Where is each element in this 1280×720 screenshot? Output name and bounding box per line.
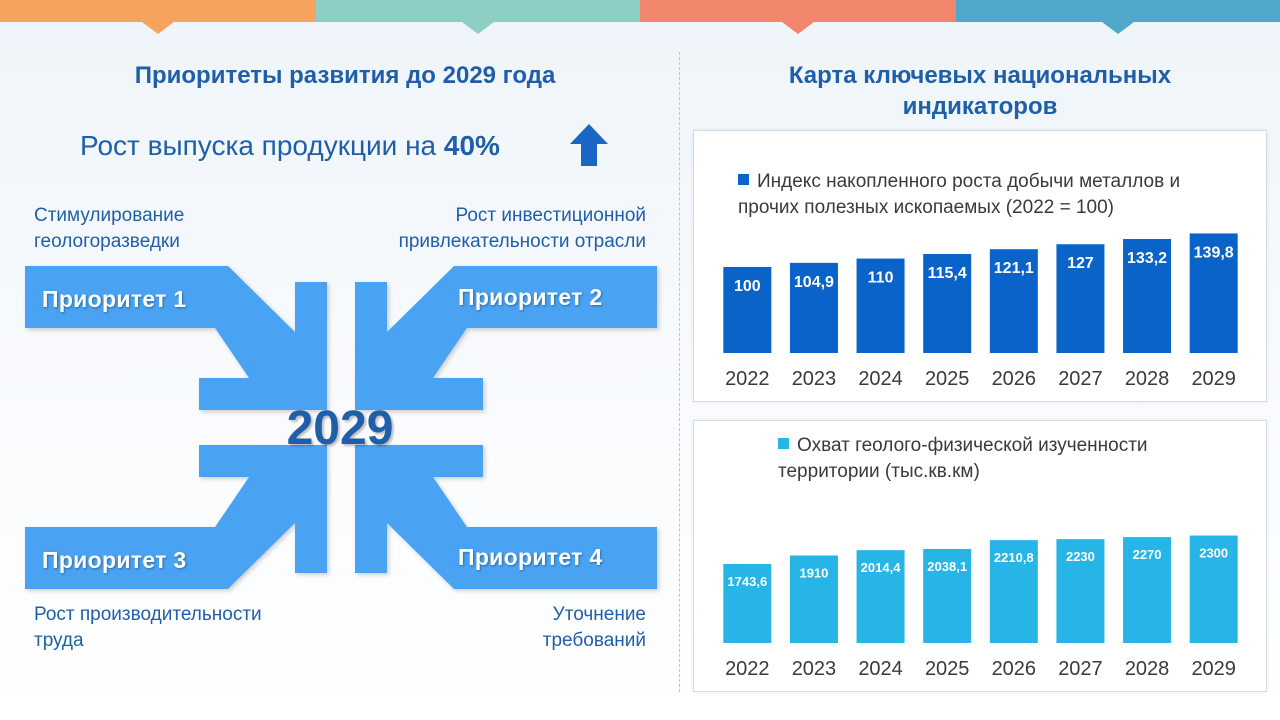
- chart-2-x-tick-2026: 2026: [992, 658, 1037, 680]
- chart-2-x-tick-2022: 2022: [725, 658, 770, 680]
- chart-2-value-label-2027: 2230: [1066, 549, 1095, 564]
- chart-2-plot: 1743,6 2022 1910 2023 2014,4 2024 2038,1 2025 22…: [723, 535, 1238, 680]
- chart-2-value-label-2026: 2210,8: [994, 550, 1034, 565]
- priority-1-arrow: [25, 266, 327, 410]
- chart-2-bar-2027: [1056, 539, 1105, 643]
- chart-1-value-label-2024: 110: [868, 270, 894, 287]
- growth-text: Рост выпуска продукции на: [80, 130, 444, 161]
- chart-1-x-tick-2022: 2022: [725, 368, 770, 390]
- growth-statement: Рост выпуска продукции на 40%: [80, 130, 500, 162]
- priority-4-note: Уточнение требований: [542, 604, 646, 651]
- chart-2-bar-2028: [1123, 537, 1172, 643]
- section-divider: [679, 52, 680, 692]
- chart-2-legend-swatch: [778, 438, 789, 449]
- chart-1-bar-2022: [723, 267, 772, 353]
- priority-3-arrow: [25, 445, 327, 589]
- priority-2-arrow: [355, 266, 657, 410]
- chart-1-value-label-2022: 100: [734, 278, 761, 295]
- chart-2-x-tick-2027: 2027: [1058, 658, 1103, 680]
- chart-2-legend-text: Охват геолого-физической изученности тер…: [778, 435, 1148, 482]
- chart-1-bar-2024: [856, 258, 905, 353]
- up-arrow-icon: [570, 124, 608, 166]
- priority-1-note: Стимулирование геологоразведки: [34, 205, 185, 252]
- chart-1-x-tick-2023: 2023: [792, 368, 837, 390]
- chart-2-value-label-2023: 1910: [799, 565, 828, 580]
- chart-1-bar-2025: [923, 254, 972, 353]
- chart-1-x-tick-2025: 2025: [925, 368, 970, 390]
- priority-arrows: [25, 266, 657, 589]
- priority-3-note: Рост производительности труда: [34, 604, 262, 651]
- chart-2-value-label-2022: 1743,6: [727, 574, 767, 589]
- growth-value: 40%: [443, 130, 500, 161]
- top-bar-salmon: [640, 0, 956, 34]
- chart-1-x-tick-2028: 2028: [1125, 368, 1170, 390]
- chart-2-x-tick-2025: 2025: [925, 658, 970, 680]
- priority-4-label: Приоритет 4: [458, 544, 603, 570]
- right-title: Карта ключевых национальных индикаторов: [788, 62, 1172, 120]
- top-bar-blue: [956, 0, 1280, 34]
- priority-2-note: Рост инвестиционной привлекательности от…: [398, 205, 646, 252]
- chart-1-value-label-2025: 115,4: [928, 265, 967, 282]
- chart-2-legend: Охват геолого-физической изученности тер…: [778, 433, 1218, 485]
- chart-2-value-label-2025: 2038,1: [927, 559, 967, 574]
- chart-1-value-label-2023: 104,9: [794, 274, 834, 291]
- chart-1-bar-2027: [1056, 244, 1105, 353]
- chart-1-plot: 100 2022 104,9 2023 110 2024 115,4 2025 121,1 202…: [723, 233, 1238, 390]
- chart-1-bar-2026: [989, 249, 1038, 353]
- chart-1-panel: Индекс накопленного роста добычи металло…: [693, 130, 1267, 402]
- chart-1-bar-2028: [1123, 239, 1172, 353]
- chart-1-value-label-2028: 133,2: [1127, 250, 1167, 267]
- chart-2-panel: Охват геолого-физической изученности тер…: [693, 420, 1267, 692]
- chart-1-legend: Индекс накопленного роста добычи металло…: [738, 169, 1238, 221]
- priority-2-label: Приоритет 2: [458, 284, 603, 310]
- chart-2-bar-2029: [1189, 535, 1238, 643]
- chart-2-x-tick-2028: 2028: [1125, 658, 1170, 680]
- chart-2-x-tick-2029: 2029: [1191, 658, 1236, 680]
- chart-2-value-label-2024: 2014,4: [861, 560, 902, 575]
- chart-2-bar-2022: [723, 564, 772, 643]
- priority-1-label: Приоритет 1: [42, 286, 187, 312]
- priority-3-label: Приоритет 3: [42, 547, 187, 573]
- chart-1-legend-text: Индекс накопленного роста добычи металло…: [738, 171, 1181, 218]
- center-year: 2029: [286, 402, 394, 455]
- chart-2-value-label-2028: 2270: [1133, 547, 1162, 562]
- chart-2-bar-2026: [989, 540, 1038, 643]
- chart-2-value-label-2029: 2300: [1199, 546, 1228, 561]
- chart-2-bar-2023: [789, 555, 838, 643]
- chart-1-x-tick-2024: 2024: [858, 368, 903, 390]
- chart-1-value-label-2026: 121,1: [994, 260, 1034, 277]
- top-bar-teal: [316, 0, 640, 34]
- chart-2-bar-2024: [856, 550, 905, 643]
- chart-1-x-tick-2026: 2026: [992, 368, 1037, 390]
- chart-1-bar-2029: [1189, 233, 1238, 353]
- chart-1-legend-swatch: [738, 174, 749, 185]
- chart-2-bar-2025: [923, 548, 972, 643]
- chart-1-value-label-2029: 139,8: [1194, 244, 1234, 261]
- chart-2-x-tick-2024: 2024: [858, 658, 903, 680]
- chart-1-bar-2023: [789, 262, 838, 353]
- priority-4-arrow: [355, 445, 657, 589]
- chart-1-x-tick-2027: 2027: [1058, 368, 1103, 390]
- top-bar-orange: [0, 0, 316, 34]
- chart-2-x-tick-2023: 2023: [792, 658, 837, 680]
- left-title: Приоритеты развития до 2029 года: [134, 62, 556, 89]
- chart-1-value-label-2027: 127: [1067, 255, 1094, 272]
- chart-1-x-tick-2029: 2029: [1191, 368, 1236, 390]
